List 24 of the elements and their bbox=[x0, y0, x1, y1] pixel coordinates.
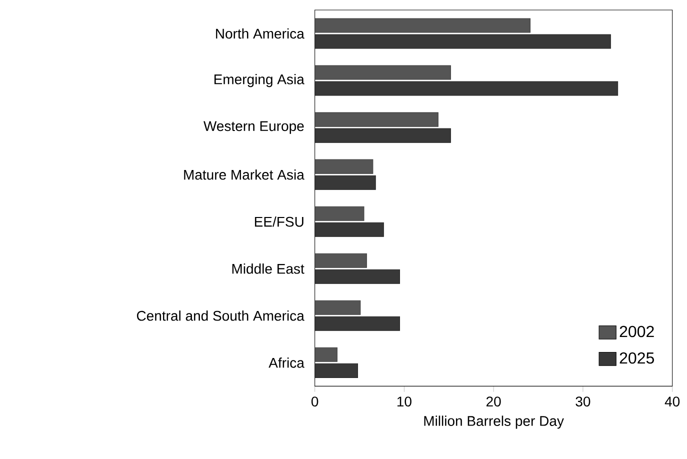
x-tick-label: 40 bbox=[664, 396, 680, 407]
x-tick-label: 0 bbox=[311, 396, 318, 407]
bar bbox=[314, 18, 530, 33]
y-tick-label: Mature Market Asia bbox=[184, 170, 304, 180]
bar bbox=[314, 112, 438, 127]
legend-label: 2002 bbox=[620, 326, 654, 338]
y-tick-label: Western Europe bbox=[204, 121, 304, 134]
y-tick-label: EE/FSU bbox=[254, 216, 304, 227]
y-tick-label: Africa bbox=[268, 358, 304, 368]
y-tick-label: North America bbox=[216, 28, 304, 39]
bar bbox=[314, 253, 367, 268]
bar bbox=[314, 159, 374, 174]
bar bbox=[314, 300, 361, 315]
bar bbox=[314, 347, 338, 362]
x-tick-label: 10 bbox=[397, 396, 412, 407]
x-tick-label: 20 bbox=[486, 396, 501, 407]
y-tick-label: Emerging Asia bbox=[214, 74, 304, 88]
bar bbox=[314, 206, 364, 221]
x-axis-title: Million Barrels per Day bbox=[424, 416, 564, 429]
y-tick-label: Middle East bbox=[232, 264, 304, 274]
legend-label: 2025 bbox=[620, 352, 654, 364]
y-tick-label: Central and South America bbox=[136, 310, 304, 321]
bar bbox=[314, 65, 451, 80]
x-tick-label: 30 bbox=[576, 396, 590, 407]
